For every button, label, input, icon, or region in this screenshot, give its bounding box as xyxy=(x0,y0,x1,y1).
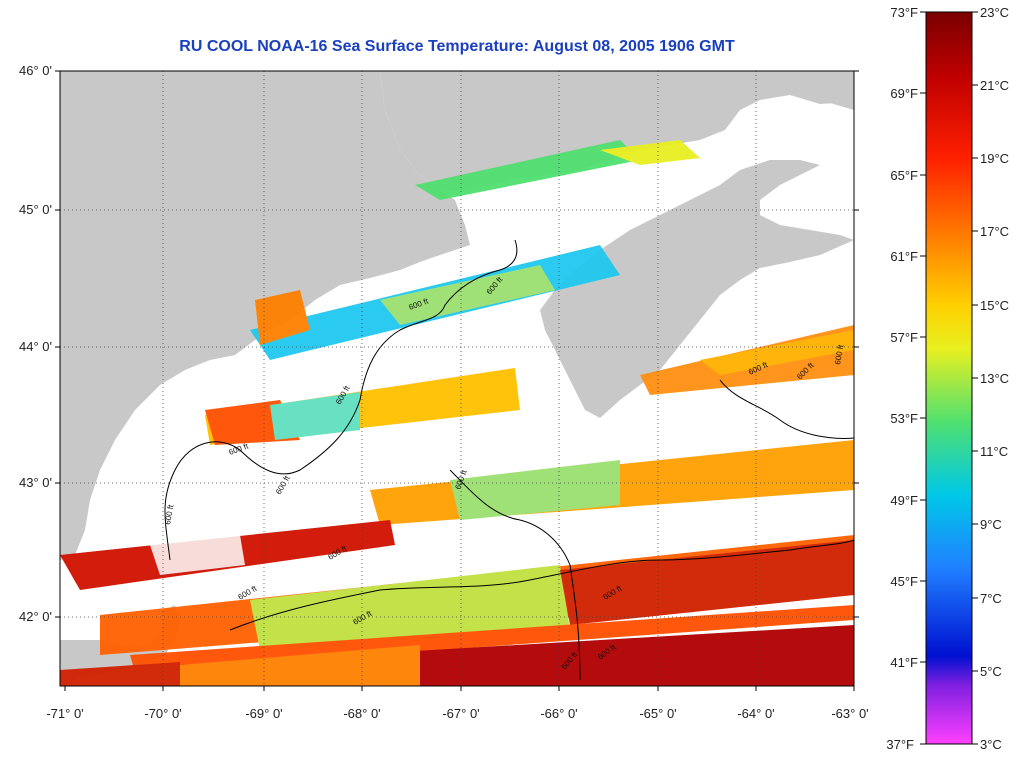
lon-label: -63° 0' xyxy=(831,706,868,721)
colorbar-c-label: 19°C xyxy=(980,151,1009,166)
colorbar-f-label: 69°F xyxy=(890,86,918,101)
colorbar-f-label: 41°F xyxy=(890,655,918,670)
map-area[interactable]: 600 ft 600 ft 600 ft 600 ft 600 ft 600 f… xyxy=(60,71,854,686)
graticule xyxy=(60,71,854,686)
colorbar-c-label: 23°C xyxy=(980,5,1009,20)
lat-label: 42° 0' xyxy=(19,609,52,624)
colorbar-f-label: 37°F xyxy=(886,737,914,752)
colorbar-c-label: 15°C xyxy=(980,298,1009,313)
colorbar-c-label: 5°C xyxy=(980,664,1002,679)
axis-ticks xyxy=(55,70,859,691)
lon-label: -69° 0' xyxy=(245,706,282,721)
colorbar xyxy=(925,11,973,745)
colorbar-f-label: 61°F xyxy=(890,249,918,264)
colorbar-f-label: 73°F xyxy=(890,5,918,20)
lon-label: -66° 0' xyxy=(540,706,577,721)
colorbar-ticks xyxy=(920,11,978,745)
land-new-brunswick xyxy=(380,71,854,190)
colorbar-c-label: 3°C xyxy=(980,737,1002,752)
depth-contour-600ft xyxy=(164,239,518,561)
colorbar-c-label: 21°C xyxy=(980,78,1009,93)
lon-label: -64° 0' xyxy=(737,706,774,721)
colorbar-f-label: 45°F xyxy=(890,574,918,589)
contour-label: 600 ft xyxy=(163,503,175,525)
colorbar-c-label: 17°C xyxy=(980,224,1009,239)
contour-label: 600 ft xyxy=(833,343,845,365)
map-title: RU COOL NOAA-16 Sea Surface Temperature:… xyxy=(179,38,735,55)
colorbar-f-label: 49°F xyxy=(890,493,918,508)
sst-swaths xyxy=(60,140,854,686)
lon-label: -71° 0' xyxy=(46,706,83,721)
depth-contour-600ft-gulf xyxy=(449,469,581,681)
colorbar-f-label: 53°F xyxy=(890,411,918,426)
colorbar-c-label: 11°C xyxy=(980,444,1008,459)
lat-label: 44° 0' xyxy=(19,339,52,354)
lat-label: 46° 0' xyxy=(19,63,52,78)
colorbar-f-label: 65°F xyxy=(890,168,918,183)
lon-label: -70° 0' xyxy=(144,706,181,721)
lon-label: -68° 0' xyxy=(343,706,380,721)
depth-contour-600ft-east xyxy=(719,379,854,439)
lon-label: -67° 0' xyxy=(442,706,479,721)
land-prince-edward-island xyxy=(790,92,854,104)
colorbar-c-label: 13°C xyxy=(980,371,1009,386)
colorbar-c-label: 7°C xyxy=(980,591,1002,606)
land-nova-scotia xyxy=(540,160,854,418)
lon-label: -65° 0' xyxy=(639,706,676,721)
colorbar-f-label: 57°F xyxy=(890,330,918,345)
lat-label: 43° 0' xyxy=(19,475,52,490)
colorbar-c-label: 9°C xyxy=(980,517,1002,532)
lat-label: 45° 0' xyxy=(19,202,52,217)
map-frame xyxy=(59,70,855,687)
